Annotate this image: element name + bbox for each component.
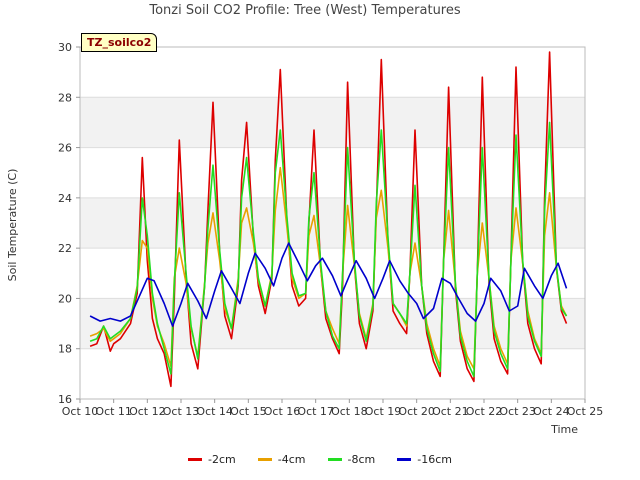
y-tick-label: 20 (58, 292, 72, 305)
plot-bands (80, 97, 585, 349)
x-tick-label: Oct 12 (129, 405, 166, 418)
legend: -2cm -4cm -8cm -16cm (0, 453, 640, 466)
series-line-minus-8cm (89, 121, 568, 378)
x-tick-label: Oct 10 (62, 405, 99, 418)
x-tick-label: Oct 20 (398, 405, 435, 418)
y-tick-label: 22 (58, 242, 72, 255)
x-tick-label: Oct 23 (499, 405, 536, 418)
legend-swatch (188, 458, 203, 461)
site-badge: TZ_soilco2 (81, 33, 158, 52)
series-layer (89, 51, 568, 388)
legend-item: -4cm (257, 453, 306, 466)
y-tick-label: 18 (58, 343, 72, 356)
y-tick-label: 16 (58, 393, 72, 406)
chart-title: Tonzi Soil CO2 Profile: Tree (West) Temp… (149, 3, 461, 18)
plot-frame (79, 46, 586, 400)
y-axis-label: Soil Temperature (C) (6, 169, 19, 282)
x-tick-label: Oct 11 (95, 405, 132, 418)
series-line-minus-16cm (89, 242, 568, 327)
y-tick-label: 26 (58, 142, 72, 155)
y-tick-label: 30 (58, 41, 72, 54)
plot-band (80, 97, 585, 148)
legend-swatch (327, 458, 342, 461)
x-tick-label: Oct 21 (432, 405, 469, 418)
y-tick-label: 24 (58, 192, 72, 205)
x-tick-label: Oct 14 (196, 405, 233, 418)
x-axis-label: Time (550, 423, 578, 436)
x-tick-label: Oct 19 (365, 405, 402, 418)
x-tick-label: Oct 24 (533, 405, 570, 418)
x-tick-label: Oct 17 (297, 405, 334, 418)
legend-item: -2cm (188, 453, 236, 466)
legend-item: -8cm (327, 453, 376, 466)
legend-label: -2cm (208, 453, 236, 466)
legend-label: -16cm (417, 453, 452, 466)
x-tick-label: Oct 16 (264, 405, 301, 418)
x-tick-label: Oct 25 (567, 405, 604, 418)
y-axis: 16 18 20 22 24 26 28 30 (58, 41, 80, 406)
legend-label: -4cm (277, 453, 306, 466)
legend-item: -16cm (397, 453, 452, 466)
legend-swatch (397, 458, 412, 461)
x-tick-label: Oct 15 (230, 405, 267, 418)
x-tick-label: Oct 13 (163, 405, 200, 418)
plot-band (80, 197, 585, 249)
x-tick-label: Oct 22 (466, 405, 503, 418)
x-tick-label: Oct 18 (331, 405, 368, 418)
y-tick-label: 28 (58, 91, 72, 104)
legend-label: -8cm (347, 453, 376, 466)
legend-swatch (257, 458, 272, 461)
